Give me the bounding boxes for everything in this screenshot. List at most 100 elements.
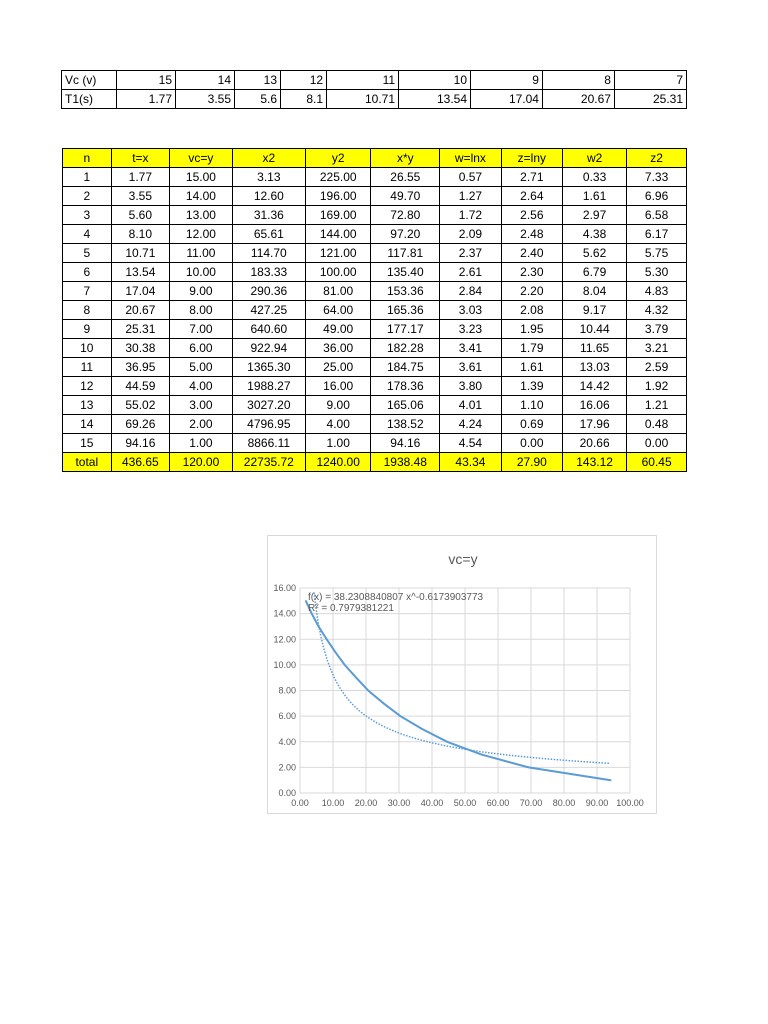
table-row: 11 36.95 5.00 1365.30 25.00 184.75 3.61 1.61 13.… xyxy=(62,357,687,377)
table-cell: 31.36 xyxy=(231,205,306,225)
table-cell: 17.96 xyxy=(561,414,628,434)
table-cell: 30.38 xyxy=(110,338,171,358)
y-tick-label: 4.00 xyxy=(278,737,296,747)
table-cell: 9.00 xyxy=(169,281,233,301)
table-cell: 94.16 xyxy=(110,433,171,453)
table-cell: 183.33 xyxy=(231,262,306,282)
table-cell: 2.59 xyxy=(626,357,687,377)
table-cell: 20.66 xyxy=(561,433,628,453)
table-cell: 7 xyxy=(62,281,112,301)
table-cell: 81.00 xyxy=(304,281,372,301)
table-row: 3 5.60 13.00 31.36 169.00 72.80 1.72 2.56 2.97 6.… xyxy=(62,205,687,225)
trendline-layer xyxy=(313,592,611,765)
top-table-cell: 8 xyxy=(541,70,615,90)
table-row: 8 20.67 8.00 427.25 64.00 165.36 3.03 2.08 9.17 4… xyxy=(62,300,687,320)
top-table-cell: 13 xyxy=(233,70,282,90)
y-tick-label: 14.00 xyxy=(273,609,296,619)
table-cell: 100.00 xyxy=(304,262,372,282)
table-cell: 12 xyxy=(62,376,112,396)
table-cell: 25.31 xyxy=(110,319,171,339)
table-row: 9 25.31 7.00 640.60 49.00 177.17 3.23 1.95 10.44… xyxy=(62,319,687,339)
top-table-cell: 25.31 xyxy=(613,89,688,109)
table-cell: 8.00 xyxy=(169,300,233,320)
table-cell: 14.00 xyxy=(169,186,233,206)
top-table-cell: 11 xyxy=(326,70,400,90)
data-point xyxy=(609,779,612,781)
data-point xyxy=(367,689,370,692)
total-cell: 1938.48 xyxy=(370,452,441,472)
scatter-chart: vc=y 0.00 2.00 4.00 6.00 8.00 10.00 12.00 14.00… xyxy=(267,535,657,814)
column-header: x2 xyxy=(231,148,306,168)
table-cell: 5.75 xyxy=(626,243,687,263)
top-table-cell: 14 xyxy=(175,70,235,90)
top-table-row: T1(s) 1.77 3.55 5.6 8.1 10.71 13.54 17.04 20.67 2… xyxy=(61,89,688,109)
data-point xyxy=(480,753,483,756)
table-cell: 138.52 xyxy=(370,414,441,434)
table-cell: 4.00 xyxy=(169,376,233,396)
table-cell: 9.17 xyxy=(561,300,628,320)
table-cell: 4.24 xyxy=(439,414,502,434)
table-cell: 3.79 xyxy=(626,319,687,339)
column-header: z2 xyxy=(626,148,687,168)
table-cell: 1.61 xyxy=(561,186,628,206)
top-table-cell: 10.71 xyxy=(326,89,400,109)
total-cell: 436.65 xyxy=(110,452,171,472)
y-axis-labels: 0.00 2.00 4.00 6.00 8.00 10.00 12.00 14.00 16.00 xyxy=(273,583,296,798)
table-cell: 4.01 xyxy=(439,395,502,415)
table-cell: 169.00 xyxy=(304,205,372,225)
table-cell: 184.75 xyxy=(370,357,441,377)
total-cell: 60.45 xyxy=(626,452,687,472)
table-cell: 15 xyxy=(62,433,112,453)
table-cell: 177.17 xyxy=(370,319,441,339)
table-cell: 1.10 xyxy=(500,395,564,415)
table-row: 4 8.10 12.00 65.61 144.00 97.20 2.09 2.48 4.38 6.… xyxy=(62,224,687,244)
table-cell: 49.00 xyxy=(304,319,372,339)
table-row: 6 13.54 10.00 183.33 100.00 135.40 2.61 2.30 6.7… xyxy=(62,262,687,282)
table-cell: 4.00 xyxy=(304,414,372,434)
table-cell: 3.21 xyxy=(626,338,687,358)
table-cell: 9 xyxy=(62,319,112,339)
table-cell: 20.67 xyxy=(110,300,171,320)
table-row: 10 30.38 6.00 922.94 36.00 182.28 3.41 1.79 11.6… xyxy=(62,338,687,358)
table-row: 14 69.26 2.00 4796.95 4.00 138.52 4.24 0.69 17.9… xyxy=(62,414,687,434)
trendline-r-squared: R² = 0.7979381221 xyxy=(308,603,394,614)
x-tick-label: 90.00 xyxy=(586,798,609,808)
table-cell: 14 xyxy=(62,414,112,434)
table-cell: 5.60 xyxy=(110,205,171,225)
table-cell: 5.62 xyxy=(561,243,628,263)
table-cell: 3.00 xyxy=(169,395,233,415)
top-table-cell: 7 xyxy=(613,70,688,90)
top-table-cell: 1.77 xyxy=(116,89,176,109)
y-tick-label: 6.00 xyxy=(278,711,296,721)
top-table-row-label: T1(s) xyxy=(61,89,117,109)
table-row: 5 10.71 11.00 114.70 121.00 117.81 2.37 2.40 5.6… xyxy=(62,243,687,263)
y-tick-label: 16.00 xyxy=(273,583,296,593)
series-layer xyxy=(304,600,612,782)
table-cell: 2.20 xyxy=(500,281,564,301)
table-cell: 8.10 xyxy=(110,224,171,244)
table-cell: 1.79 xyxy=(500,338,564,358)
table-cell: 2.84 xyxy=(439,281,502,301)
y-tick-label: 12.00 xyxy=(273,634,296,644)
table-cell: 5.00 xyxy=(169,357,233,377)
table-cell: 3 xyxy=(62,205,112,225)
total-cell: total xyxy=(62,452,112,472)
data-point xyxy=(527,766,530,769)
table-cell: 7.00 xyxy=(169,319,233,339)
data-point xyxy=(343,664,346,666)
table-cell: 97.20 xyxy=(370,224,441,244)
power-trendline xyxy=(313,592,611,765)
table-cell: 1.92 xyxy=(626,376,687,396)
table-cell: 1.72 xyxy=(439,205,502,225)
table-cell: 153.36 xyxy=(370,281,441,301)
table-cell: 10.00 xyxy=(169,262,233,282)
data-point xyxy=(421,728,423,730)
table-cell: 13.54 xyxy=(110,262,171,282)
total-cell: 43.34 xyxy=(439,452,502,472)
table-cell: 4 xyxy=(62,224,112,244)
total-cell: 1240.00 xyxy=(304,452,372,472)
top-table-cell: 5.6 xyxy=(233,89,282,109)
top-table-cell: 12 xyxy=(280,70,328,90)
table-cell: 65.61 xyxy=(231,224,306,244)
table-cell: 10.71 xyxy=(110,243,171,263)
